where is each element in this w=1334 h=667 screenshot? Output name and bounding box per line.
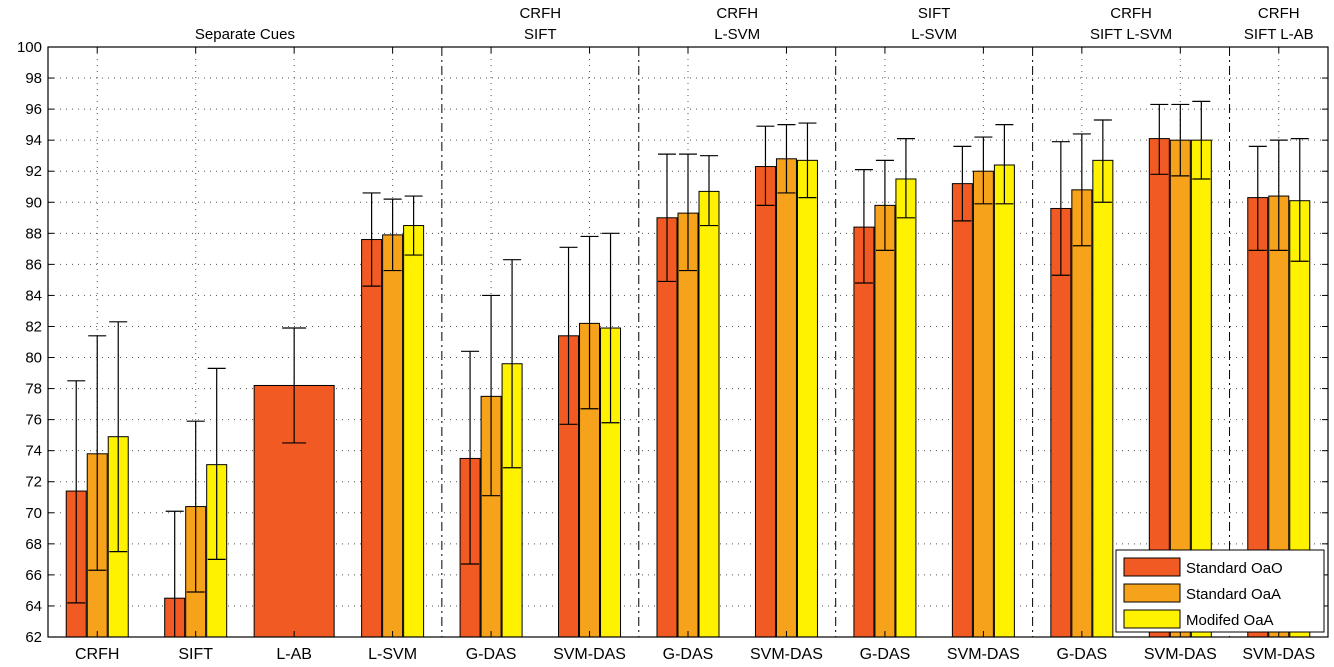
y-tick-label: 72 (25, 474, 42, 491)
y-tick-label: 88 (25, 225, 42, 242)
y-tick-label: 66 (25, 567, 42, 584)
category-label: G-DAS (860, 646, 911, 663)
category-label: G-DAS (466, 646, 517, 663)
bar (993, 164, 1015, 638)
category-label: SVM-DAS (553, 646, 626, 663)
bar (874, 204, 896, 638)
category-label: SVM-DAS (1242, 646, 1315, 663)
y-tick-label: 76 (25, 412, 42, 429)
bars (65, 138, 1311, 638)
bar (775, 158, 797, 638)
y-tick-label: 80 (25, 350, 42, 367)
y-tick-label: 96 (25, 101, 42, 118)
y-tick-label: 68 (25, 536, 42, 553)
legend-swatch (1123, 557, 1181, 577)
group-label: CRFH (1110, 5, 1152, 22)
legend-swatch (1123, 583, 1181, 603)
y-tick-label: 86 (25, 256, 42, 273)
bar (951, 183, 973, 638)
axes (47, 46, 1329, 638)
y-tick-label: 92 (25, 163, 42, 180)
bar (361, 239, 383, 638)
bar (403, 225, 425, 638)
y-tick-label: 64 (25, 598, 42, 615)
bar (677, 212, 699, 638)
labels: 62 64 66 68 70 72 74 76 78 80 82 84 86 88 90 92 94 96 98 10… (17, 5, 1315, 663)
legend-label: Standard OaA (1186, 586, 1281, 603)
bar (1071, 189, 1093, 638)
group-label: L-SVM (911, 26, 957, 43)
group-label: CRFH (716, 5, 758, 22)
category-label: SIFT (178, 646, 213, 663)
y-tick-label: 70 (25, 505, 42, 522)
bar (1092, 159, 1114, 638)
legend: Standard OaO Standard OaA Modifed OaA (1115, 549, 1325, 633)
group-label: L-SVM (714, 26, 760, 43)
group-label: SIFT L-AB (1244, 26, 1314, 43)
legend-swatch (1123, 609, 1181, 629)
legend-label: Modifed OaA (1186, 612, 1274, 629)
group-label: SIFT (918, 5, 951, 22)
y-tick-label: 84 (25, 287, 42, 304)
category-label: G-DAS (1057, 646, 1108, 663)
y-tick-label: 62 (25, 629, 42, 646)
category-label: L-SVM (368, 646, 417, 663)
category-label: CRFH (75, 646, 119, 663)
bar (853, 226, 875, 638)
y-tick-label: 78 (25, 381, 42, 398)
legend-label: Standard OaO (1186, 560, 1283, 577)
y-tick-label: 90 (25, 194, 42, 211)
category-label: SVM-DAS (1144, 646, 1217, 663)
category-label: SVM-DAS (947, 646, 1020, 663)
category-label: SVM-DAS (750, 646, 823, 663)
bar (895, 178, 917, 638)
category-label: G-DAS (663, 646, 714, 663)
group-label: CRFH (1258, 5, 1300, 22)
group-label: SIFT (524, 26, 557, 43)
category-label: L-AB (276, 646, 312, 663)
bar (698, 190, 720, 638)
y-tick-label: 100 (17, 39, 42, 56)
bar (754, 166, 776, 638)
group-separators (441, 47, 1231, 637)
group-label: CRFH (519, 5, 561, 22)
bar (382, 234, 404, 638)
group-label: SIFT L-SVM (1090, 26, 1172, 43)
y-tick-label: 82 (25, 318, 42, 335)
plot-frame (47, 46, 1329, 638)
error-bars (67, 100, 1309, 637)
y-tick-label: 74 (25, 443, 42, 460)
group-label: Separate Cues (195, 26, 295, 43)
bar (972, 170, 994, 638)
y-tick-label: 98 (25, 70, 42, 87)
bar (796, 159, 818, 638)
y-tick-label: 94 (25, 132, 42, 149)
